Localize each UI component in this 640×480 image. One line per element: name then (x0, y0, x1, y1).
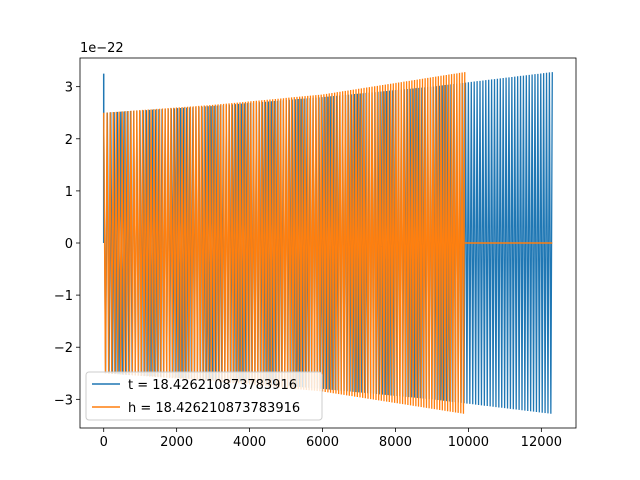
y-tick-label: −1 (54, 289, 73, 304)
y-offset-label: 1e−22 (80, 41, 124, 56)
x-tick-label: 8000 (379, 435, 412, 450)
series-line-h (103, 72, 466, 414)
x-tick-label: 12000 (521, 435, 562, 450)
series-layer (102, 72, 553, 414)
x-tick-label: 6000 (306, 435, 339, 450)
y-tick-label: 3 (65, 81, 73, 96)
series-line-t (103, 72, 553, 414)
y-tick-label: 1 (65, 185, 73, 200)
y-axis: −3 −2 −1 0 1 2 3 (54, 81, 80, 408)
x-tick-label: 0 (100, 435, 108, 450)
y-tick-label: −3 (54, 393, 73, 408)
y-tick-label: 0 (65, 237, 73, 252)
y-tick-label: −2 (54, 341, 73, 356)
x-axis: 0 2000 4000 6000 8000 10000 12000 (100, 428, 562, 450)
x-tick-label: 4000 (233, 435, 266, 450)
legend-box (85, 371, 323, 421)
y-tick-label: 2 (65, 133, 73, 148)
legend[interactable]: t = 18.426210873783916 h = 18.4262108737… (85, 371, 323, 421)
x-tick-label: 10000 (448, 435, 489, 450)
x-tick-label: 2000 (160, 435, 193, 450)
legend-label-h: h = 18.426210873783916 (128, 401, 300, 416)
legend-label-t: t = 18.426210873783916 (128, 378, 297, 393)
